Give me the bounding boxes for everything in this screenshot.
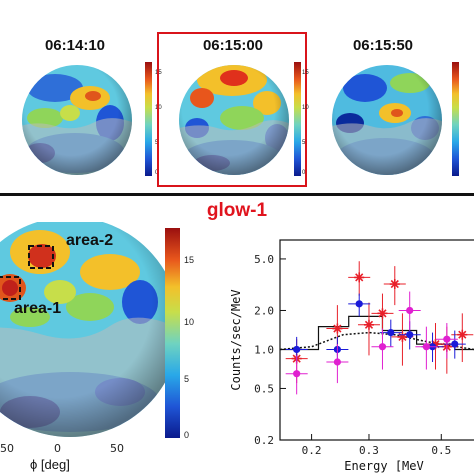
colorbar-1 <box>145 62 152 176</box>
data-point-star <box>389 279 400 290</box>
plot-frame <box>279 239 474 441</box>
data-point-star <box>377 308 388 319</box>
y-tick-label: 1.0 <box>254 343 274 356</box>
data-point-circle <box>293 370 301 378</box>
data-point-star <box>457 329 468 340</box>
y-tick-label: 0.5 <box>254 382 274 395</box>
x-tick-label: 0.5 <box>431 444 451 457</box>
area-1-box[interactable] <box>0 276 21 300</box>
data-point-circle <box>387 328 395 337</box>
colorbar-tick: 10 <box>302 105 309 111</box>
selected-frame-highlight <box>157 32 307 187</box>
data-point-star <box>354 272 365 283</box>
data-point-star <box>363 319 374 330</box>
map-colorbar-tick: 10 <box>184 317 195 327</box>
map-colorbar-tick: 15 <box>184 255 195 265</box>
data-point-star <box>397 331 408 342</box>
colorbar-tick: 5 <box>302 140 306 146</box>
map-xtick: 50 <box>110 442 124 455</box>
map-colorbar <box>165 228 180 438</box>
sky-sphere-2[interactable] <box>172 58 322 183</box>
colorbar-2 <box>294 62 301 176</box>
area-1-label: area-1 <box>14 300 62 317</box>
colorbar-tick: 0 <box>155 170 159 176</box>
x-axis-label: Energy [MeV <box>344 459 423 473</box>
sky-sphere-3[interactable] <box>325 58 474 183</box>
map-xlabel: ϕ [deg] <box>30 457 70 472</box>
sky-map-zoomed[interactable] <box>0 222 200 450</box>
colorbar-tick: 15 <box>302 70 309 76</box>
data-point-star <box>430 339 441 350</box>
data-point-circle <box>422 343 430 351</box>
y-tick-label: 0.2 <box>254 434 274 447</box>
timestamp-label-2: 06:15:00 <box>202 37 264 54</box>
colorbar-3 <box>452 62 459 176</box>
map-xtick: 50 <box>0 442 14 455</box>
area-2-label: area-2 <box>66 232 114 249</box>
data-point-circle <box>451 340 459 348</box>
x-tick-label: 0.2 <box>302 444 322 457</box>
map-colorbar-tick: 5 <box>184 374 190 384</box>
section-divider <box>0 193 474 196</box>
glow-title: glow-1 <box>206 200 268 221</box>
y-axis-label: Counts/sec/MeV <box>229 289 243 390</box>
colorbar-tick: 5 <box>155 140 159 146</box>
data-point-circle <box>378 343 387 351</box>
y-tick-label: 5.0 <box>254 253 274 266</box>
area-2-box[interactable] <box>28 245 54 269</box>
colorbar-tick: 0 <box>302 170 306 176</box>
timestamp-label-1: 06:14:10 <box>44 37 106 54</box>
data-point-circle <box>293 345 301 354</box>
spectrum-chart: 5.0 2.0 1.0 0.5 0.2 0.2 0.3 0.5 Energy [MeV Count… <box>229 239 474 473</box>
y-tick-label: 2.0 <box>254 304 274 317</box>
data-point-star <box>332 323 343 334</box>
timestamp-label-3: 06:15:50 <box>352 37 414 54</box>
data-point-circle <box>355 300 363 308</box>
data-point-circle <box>406 331 414 339</box>
map-xtick: 0 <box>54 442 61 455</box>
sky-sphere-1[interactable] <box>15 58 165 183</box>
x-tick-label: 0.3 <box>359 444 379 457</box>
data-point-circle <box>406 306 414 315</box>
data-point-circle <box>443 335 451 343</box>
map-colorbar-tick: 0 <box>184 430 190 440</box>
data-point-circle <box>333 358 341 366</box>
